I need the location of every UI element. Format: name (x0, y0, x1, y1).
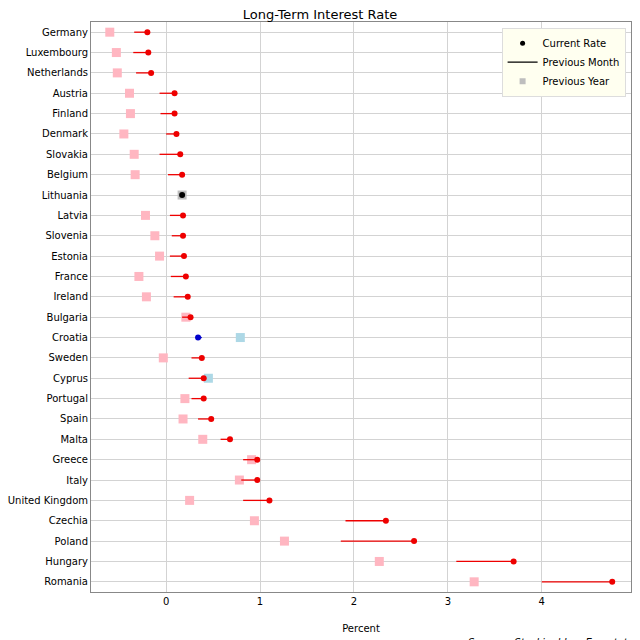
svg-text:Denmark: Denmark (42, 128, 88, 139)
svg-text:Hungary: Hungary (45, 556, 88, 567)
svg-text:Romania: Romania (44, 576, 88, 587)
svg-text:Sweden: Sweden (48, 352, 88, 363)
svg-text:Germany: Germany (42, 27, 88, 38)
svg-text:Poland: Poland (55, 536, 88, 547)
svg-text:Previous Year: Previous Year (543, 76, 611, 87)
svg-text:Ireland: Ireland (53, 291, 88, 302)
svg-text:Portugal: Portugal (47, 393, 88, 404)
svg-text:Slovenia: Slovenia (45, 230, 88, 241)
svg-text:Current Rate: Current Rate (543, 38, 607, 49)
svg-text:Sources: Stockingblue, Eurosta: Sources: Stockingblue, Eurostat (468, 637, 629, 640)
svg-text:2: 2 (351, 596, 357, 607)
svg-text:Croatia: Croatia (52, 332, 88, 343)
svg-text:Estonia: Estonia (51, 251, 88, 262)
svg-text:Latvia: Latvia (58, 210, 88, 221)
svg-text:0: 0 (163, 596, 169, 607)
svg-text:Malta: Malta (60, 434, 88, 445)
svg-text:United Kingdom: United Kingdom (8, 495, 88, 506)
svg-text:France: France (55, 271, 88, 282)
svg-text:Spain: Spain (60, 413, 88, 424)
svg-text:Long-Term Interest Rate: Long-Term Interest Rate (243, 7, 398, 22)
svg-text:Slovakia: Slovakia (46, 149, 88, 160)
svg-text:Lithuania: Lithuania (42, 190, 88, 201)
svg-text:Bulgaria: Bulgaria (47, 312, 88, 323)
svg-text:Netherlands: Netherlands (27, 67, 88, 78)
svg-text:Czechia: Czechia (49, 515, 88, 526)
svg-text:Greece: Greece (52, 454, 88, 465)
svg-text:Percent: Percent (342, 623, 380, 634)
svg-text:Cyprus: Cyprus (53, 373, 88, 384)
svg-text:Austria: Austria (53, 88, 88, 99)
svg-text:Luxembourg: Luxembourg (26, 47, 88, 58)
svg-text:Finland: Finland (52, 108, 88, 119)
svg-text:4: 4 (539, 596, 545, 607)
svg-text:3: 3 (445, 596, 451, 607)
svg-text:1: 1 (257, 596, 263, 607)
svg-text:Belgium: Belgium (47, 169, 88, 180)
svg-text:Previous Month: Previous Month (543, 57, 620, 68)
svg-text:Italy: Italy (66, 475, 88, 486)
